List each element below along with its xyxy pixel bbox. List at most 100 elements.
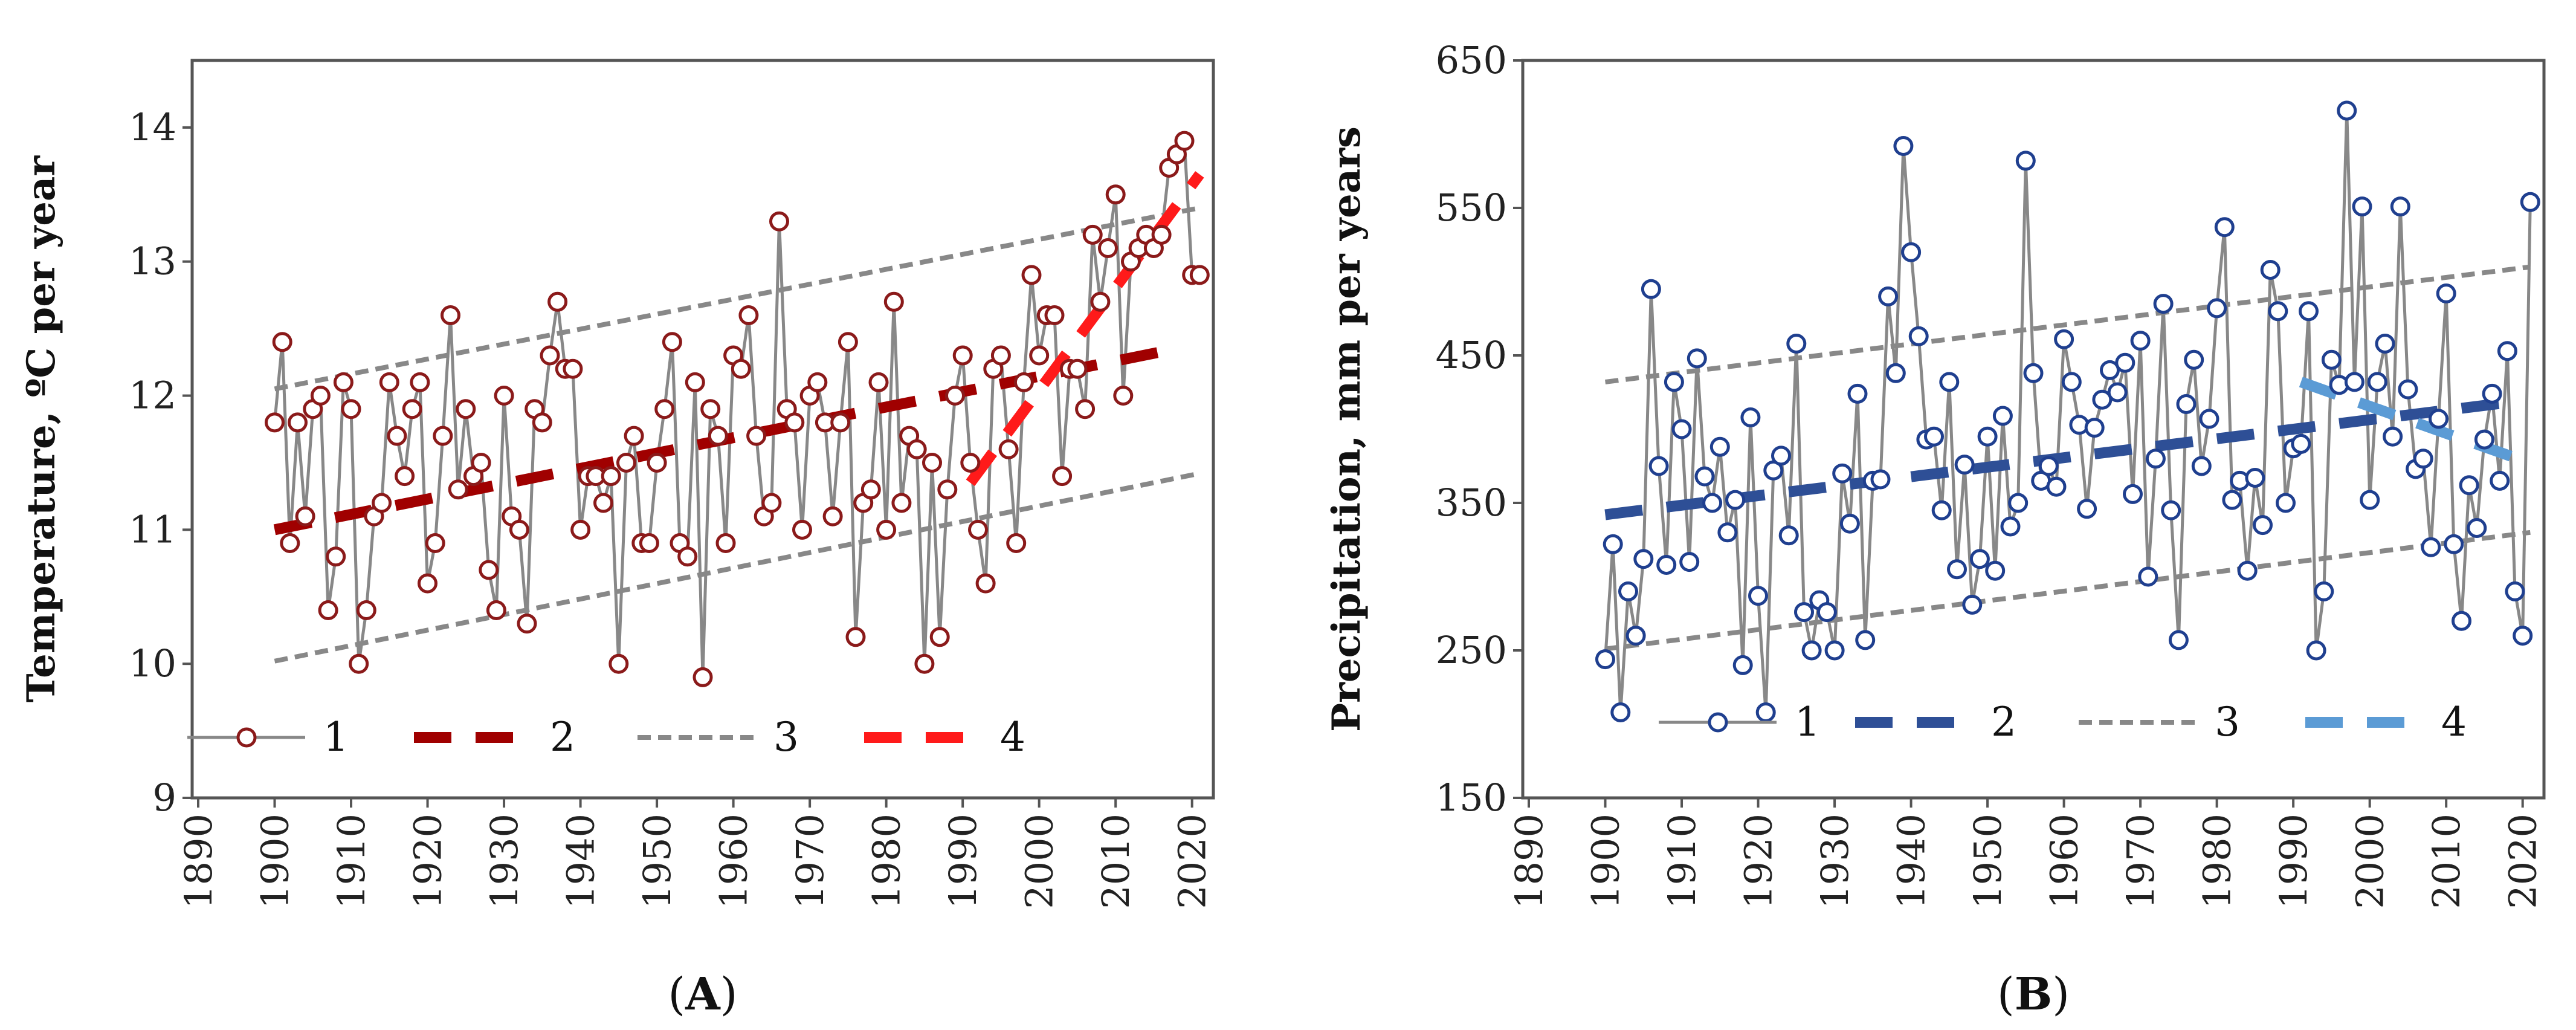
panel-a-marks	[265, 131, 1210, 687]
panel-b-x-tick-label: 1930	[1813, 814, 1857, 909]
panel-a-y-tick-label: 12	[129, 374, 176, 418]
panel-a-data-point	[906, 439, 927, 459]
panel-b-x-tick-label: 1920	[1737, 814, 1781, 909]
panel-b-data-point	[2046, 476, 2067, 497]
panel-a-band-3-upper-line	[274, 206, 1201, 392]
panel-b-data-point	[2520, 192, 2540, 212]
panel-a-data-point	[883, 291, 904, 312]
panel-a-data-point	[1090, 291, 1111, 312]
panel-b-data-point	[1725, 490, 1746, 510]
panel-b-data-point	[2207, 298, 2227, 319]
panel-b-data-point	[2153, 294, 2174, 314]
panel-b-data-point	[1855, 630, 1876, 650]
panel-a-legend-marker-1	[236, 727, 257, 748]
panel-a-data-point	[547, 291, 568, 312]
panel-a-data-point	[295, 506, 315, 526]
panel-b-data-point	[1771, 445, 1791, 466]
panel-b-data-point	[2168, 630, 2189, 650]
panel-b-data-point	[1954, 455, 1975, 475]
panel-b-data-point	[1702, 493, 1723, 513]
panel-a-data-point	[448, 479, 468, 500]
panel-b-x-tick-label: 1960	[2042, 814, 2087, 909]
panel-b-data-point	[1786, 334, 1807, 354]
panel-a-data-point	[1052, 466, 1073, 487]
panel-a-data-point	[509, 519, 529, 540]
panel-b-data-point	[1664, 372, 1684, 392]
panel-a-data-point	[960, 453, 981, 473]
panel-b-data-point	[2413, 449, 2433, 469]
panel-a-data-point	[639, 533, 659, 553]
panel-a-data-point	[402, 399, 422, 419]
panel-a-data-point	[761, 493, 782, 513]
panel-b-data-point	[2084, 418, 2105, 438]
panel-b-data-point	[2145, 449, 2166, 469]
panel-a-data-point	[945, 386, 965, 406]
panel-b-series-1-line	[1604, 109, 2532, 714]
panel-a-data-point	[318, 600, 338, 620]
panel-b-legend: 1 2 3 4	[1659, 699, 2467, 745]
panel-a-x-tick-label: 1920	[406, 814, 450, 909]
panel-a-data-point	[876, 519, 897, 540]
panel-a-data-point	[929, 627, 950, 647]
panel-b-data-point	[1832, 463, 1853, 484]
panel-b-letter: B	[2015, 968, 2053, 1020]
panel-a-band-3-lower-line	[274, 471, 1201, 664]
panel-b-x-tick-label: 1910	[1660, 814, 1704, 909]
panel-b-x-tick-label: 1940	[1890, 814, 1934, 909]
panel-b-data-point	[2398, 379, 2418, 400]
panel-a-letter: A	[685, 968, 721, 1020]
panel-b-data-point	[1847, 383, 1868, 404]
panel-b-data-point	[2459, 475, 2479, 496]
panel-a-data-point	[845, 627, 866, 647]
panel-a-data-point	[441, 305, 460, 325]
panel-b-data-point	[1824, 640, 1845, 661]
panel-b-data-point	[2092, 389, 2113, 410]
panel-a-data-point	[532, 412, 552, 433]
panel-b-data-point	[2299, 301, 2319, 322]
panel-b-data-point	[1610, 702, 1631, 722]
panel-b-data-point	[1595, 649, 1615, 670]
panel-b-label: (B)	[1997, 968, 2070, 1020]
panel-b-data-point	[2161, 500, 2181, 520]
panel-b-data-point	[1839, 513, 1860, 534]
panel-a-data-point	[700, 399, 721, 419]
panel-a-data-point	[486, 600, 506, 620]
panel-b-data-point	[1939, 372, 1960, 392]
panel-b-data-point	[2474, 429, 2494, 450]
panel-b-y-axis-label: Precipitation, mm per years	[1324, 126, 1369, 732]
panel-a-data-point	[601, 466, 621, 487]
panel-b-data-point	[2260, 260, 2281, 280]
panel-b-data-point	[1717, 522, 1738, 543]
panel-b-data-point	[2015, 151, 2036, 171]
panel-b-data-point	[2291, 433, 2311, 454]
panel-b-data-point	[2314, 581, 2334, 601]
panel-a-data-point	[1021, 265, 1042, 285]
panel-a-data-point	[1189, 265, 1210, 285]
panel-b-data-point	[2245, 468, 2265, 488]
panel-b-data-point	[2199, 409, 2219, 429]
panel-b-data-point	[2191, 456, 2212, 476]
panel-a-data-point	[937, 479, 958, 500]
panel-b-data-point	[2367, 372, 2387, 392]
panel-a-y-axis-label: Temperature, ºC per year	[19, 155, 64, 703]
panel-a-data-point	[769, 211, 789, 232]
panel-b-data-point	[2184, 349, 2204, 370]
panel-b-data-point	[2276, 493, 2296, 513]
panel-a-data-point	[677, 546, 698, 567]
panel-a-label: (A)	[668, 968, 737, 1020]
panel-b-data-point	[1778, 525, 1799, 546]
panel-b-data-point	[1633, 549, 1654, 569]
panel-b-data-point	[2038, 456, 2059, 476]
panel-b-data-point	[1618, 581, 1638, 601]
panel-b-data-point	[1603, 534, 1623, 554]
panel-a-legend-label-3: 3	[773, 714, 799, 760]
panel-b-data-point	[2214, 217, 2235, 238]
panel-a-data-point	[280, 533, 300, 553]
panel-a-trend-4-line	[966, 171, 1204, 487]
panel-b-data-point	[1679, 552, 1700, 572]
panel-a-data-point	[356, 600, 376, 620]
panel-b-x-tick-label: 2010	[2424, 814, 2468, 909]
panel-a-data-point	[479, 560, 499, 580]
panel-b-data-point	[2383, 426, 2403, 447]
